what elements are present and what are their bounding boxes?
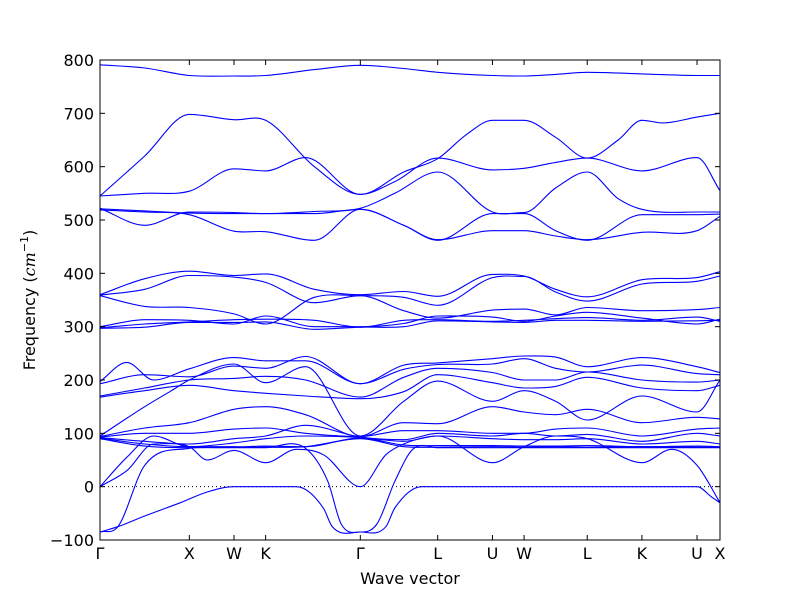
x-tick-label-K: K bbox=[637, 544, 648, 563]
band-line-7 bbox=[99, 270, 721, 298]
y-tick-label: 500 bbox=[63, 211, 94, 230]
y-axis-label-text: Frequency bbox=[20, 288, 39, 371]
y-tick-label: 300 bbox=[63, 318, 94, 337]
x-axis-label: Wave vector bbox=[360, 569, 460, 588]
band-line-13 bbox=[99, 355, 721, 385]
x-tick-label-U: U bbox=[487, 544, 499, 563]
plot-frame bbox=[99, 59, 721, 541]
band-line-6 bbox=[99, 208, 721, 241]
x-tick-label-W: W bbox=[516, 544, 532, 563]
y-tick-label: 800 bbox=[63, 51, 94, 70]
x-tick-label-X: X bbox=[715, 544, 726, 563]
y-axis-label-paren-open: ( bbox=[20, 276, 39, 282]
y-tick-label: 700 bbox=[63, 104, 94, 123]
y-tick-label: 200 bbox=[63, 371, 94, 390]
x-tick-label-L: L bbox=[433, 544, 442, 563]
y-axis-label-paren-close: ) bbox=[20, 230, 39, 236]
x-tick-label-K: K bbox=[260, 544, 271, 563]
x-tick-label-Γ: Γ bbox=[356, 544, 365, 563]
band-line-26 bbox=[99, 443, 720, 534]
y-axis-label: Frequency (cm−1) bbox=[18, 230, 39, 371]
x-tick-label-U: U bbox=[691, 544, 703, 563]
y-tick-label: −100 bbox=[50, 531, 94, 550]
band-line-4 bbox=[99, 171, 720, 226]
band-line-15 bbox=[99, 367, 721, 398]
band-line-8 bbox=[99, 274, 721, 306]
band-line-16 bbox=[99, 374, 721, 400]
y-tick-label: 600 bbox=[63, 158, 94, 177]
band-line-2 bbox=[99, 112, 721, 197]
y-tick-label: 0 bbox=[84, 478, 94, 497]
band-line-11 bbox=[99, 316, 721, 329]
y-axis-label-unit-exp: −1 bbox=[18, 236, 31, 252]
plot-background bbox=[100, 60, 720, 540]
x-tick-label-X: X bbox=[184, 544, 195, 563]
band-line-18 bbox=[99, 406, 721, 438]
y-axis-label-unit: cm bbox=[20, 252, 39, 276]
series-layer bbox=[99, 64, 721, 534]
band-line-19 bbox=[99, 427, 721, 438]
band-line-12 bbox=[99, 319, 721, 330]
y-tick-label: 100 bbox=[63, 424, 94, 443]
band-line-14 bbox=[99, 355, 721, 385]
band-line-25 bbox=[99, 486, 721, 534]
band-line-1 bbox=[99, 64, 720, 77]
band-line-24 bbox=[99, 435, 721, 503]
band-line-3 bbox=[99, 157, 721, 197]
band-line-20 bbox=[99, 424, 721, 445]
y-tick-label: 400 bbox=[63, 264, 94, 283]
x-tick-label-W: W bbox=[226, 544, 242, 563]
band-line-9 bbox=[99, 294, 721, 325]
x-tick-label-L: L bbox=[583, 544, 592, 563]
band-line-17 bbox=[99, 363, 721, 437]
x-tick-label-Γ: Γ bbox=[96, 544, 105, 563]
